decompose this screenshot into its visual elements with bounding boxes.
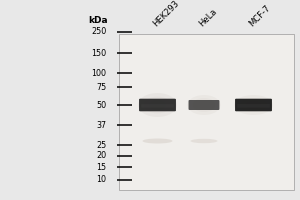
Ellipse shape — [138, 93, 177, 117]
Text: 75: 75 — [96, 83, 106, 92]
Text: 37: 37 — [96, 120, 106, 130]
Ellipse shape — [193, 98, 216, 112]
Ellipse shape — [197, 101, 211, 109]
Ellipse shape — [150, 100, 165, 110]
Text: HeLa: HeLa — [198, 7, 219, 28]
Text: 15: 15 — [96, 162, 106, 171]
Text: kDa: kDa — [88, 16, 108, 25]
Text: 100: 100 — [92, 68, 106, 77]
Text: 10: 10 — [97, 176, 106, 184]
Ellipse shape — [142, 138, 172, 144]
Text: 250: 250 — [91, 27, 106, 36]
FancyBboxPatch shape — [189, 100, 220, 110]
Text: HEK293: HEK293 — [151, 0, 181, 28]
FancyBboxPatch shape — [141, 104, 174, 108]
Ellipse shape — [240, 98, 267, 112]
FancyBboxPatch shape — [235, 99, 272, 111]
Ellipse shape — [190, 139, 218, 143]
Text: 20: 20 — [96, 152, 106, 160]
FancyBboxPatch shape — [237, 104, 270, 108]
Text: 25: 25 — [96, 140, 106, 149]
Ellipse shape — [234, 95, 273, 115]
FancyBboxPatch shape — [191, 104, 218, 107]
FancyBboxPatch shape — [118, 34, 294, 190]
Ellipse shape — [144, 97, 171, 113]
FancyBboxPatch shape — [139, 99, 176, 111]
Ellipse shape — [246, 101, 261, 109]
Text: 50: 50 — [96, 100, 106, 110]
Ellipse shape — [188, 95, 220, 115]
Text: MCF-7: MCF-7 — [247, 3, 272, 28]
Text: 150: 150 — [92, 48, 106, 58]
